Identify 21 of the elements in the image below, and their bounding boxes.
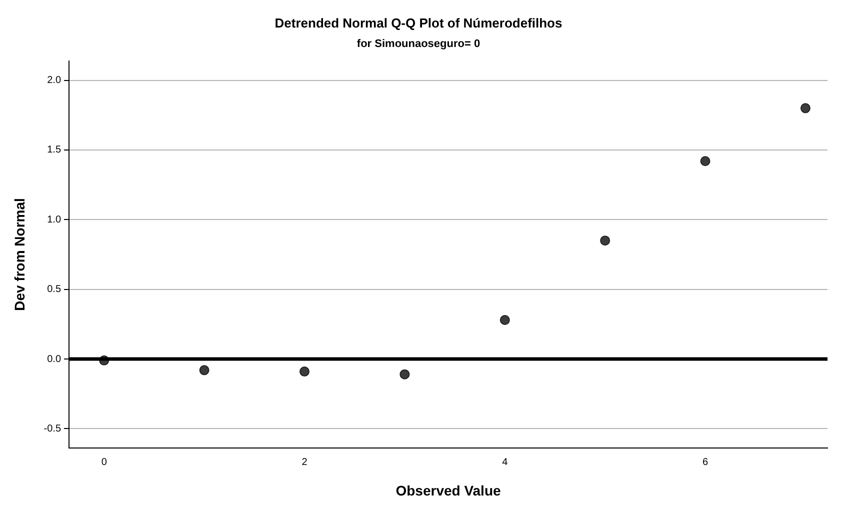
point bbox=[400, 369, 410, 380]
x-axis-title: Observed Value bbox=[396, 482, 502, 498]
chart-subtitle: for Simounaoseguro= 0 bbox=[356, 38, 480, 50]
point bbox=[700, 156, 710, 166]
y-tick-label: -0.5 bbox=[44, 423, 62, 434]
point bbox=[500, 314, 510, 325]
x-tick-label: 6 bbox=[702, 456, 708, 468]
point bbox=[199, 365, 210, 376]
x-tick-label: 0 bbox=[101, 456, 108, 468]
y-tick-label: 2.0 bbox=[47, 75, 62, 86]
x-tick-label: 4 bbox=[502, 456, 508, 468]
y-tick-label: 1.5 bbox=[47, 144, 62, 156]
point bbox=[800, 103, 810, 114]
y-tick-label: 1.0 bbox=[47, 214, 62, 226]
y-tick-label: 0.0 bbox=[47, 354, 62, 365]
point bbox=[600, 236, 610, 246]
x-tick-label: 2 bbox=[302, 456, 308, 468]
point bbox=[299, 366, 310, 377]
y-axis-title: Dev from Normal bbox=[11, 198, 28, 311]
y-tick-label: 0.5 bbox=[47, 284, 62, 296]
chart-title: Detrended Normal Q-Q Plot of Númerodefilhos bbox=[274, 15, 562, 30]
